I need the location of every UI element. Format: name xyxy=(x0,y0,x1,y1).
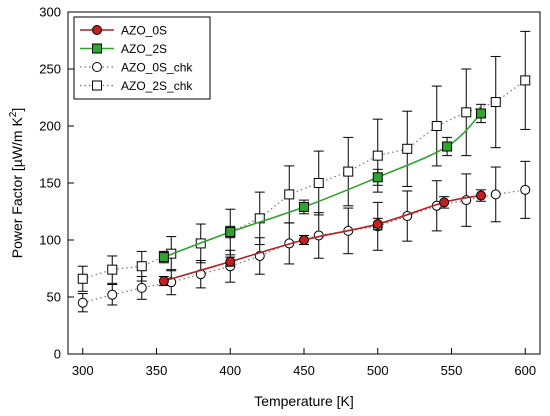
x-axis-label: Temperature [K] xyxy=(254,393,354,409)
x-tick-label-400: 400 xyxy=(219,363,241,378)
y-tick-label-300: 300 xyxy=(39,5,61,20)
data-point xyxy=(299,235,309,245)
data-point xyxy=(225,227,236,238)
legend-item-AZO_2S_chk: AZO_2S_chk xyxy=(80,79,193,93)
x-tick-label-300: 300 xyxy=(72,363,94,378)
y-tick-label-100: 100 xyxy=(39,233,61,248)
y-tick-label-250: 250 xyxy=(39,62,61,77)
y-axis-label: Power Factor [µW/m K2] xyxy=(8,108,25,259)
data-point xyxy=(284,189,295,200)
data-point xyxy=(439,197,450,208)
data-point xyxy=(299,201,309,212)
x-tick-label-450: 450 xyxy=(293,363,315,378)
legend-label: AZO_0S_chk xyxy=(121,61,193,75)
legend-label: AZO_2S xyxy=(121,42,167,56)
legend-item-AZO_0S: AZO_0S xyxy=(80,24,167,38)
legend-item-AZO_0S_chk: AZO_0S_chk xyxy=(80,61,193,75)
y-tick-label-0: 0 xyxy=(54,347,61,362)
data-point xyxy=(77,297,88,308)
data-point xyxy=(225,256,236,267)
y-axis-label-main: Power Factor [µW/m K xyxy=(9,117,25,259)
data-point xyxy=(158,276,169,287)
x-tick-label-550: 550 xyxy=(441,363,463,378)
data-point xyxy=(372,219,383,230)
legend-label: AZO_2S_chk xyxy=(121,79,193,93)
data-point xyxy=(107,264,118,275)
y-tick-label-150: 150 xyxy=(39,176,61,191)
data-point xyxy=(107,289,118,300)
y-tick-label-200: 200 xyxy=(39,119,61,134)
data-point xyxy=(442,141,453,152)
data-point xyxy=(490,97,501,108)
data-point xyxy=(136,282,147,293)
series-AZO_2S_chk xyxy=(77,30,531,292)
data-point xyxy=(372,172,383,183)
x-tick-label-600: 600 xyxy=(514,363,536,378)
y-axis-label-superscript: 2 xyxy=(8,111,19,117)
data-point xyxy=(402,143,413,154)
data-point xyxy=(158,252,169,263)
data-point xyxy=(343,166,354,177)
legend-marker xyxy=(92,25,102,35)
y-axis-label-close: ] xyxy=(9,108,25,112)
y-tick-label-50: 50 xyxy=(47,290,61,305)
legend-marker xyxy=(92,43,102,54)
data-point xyxy=(490,189,501,200)
x-tick-label-350: 350 xyxy=(146,363,168,378)
data-point xyxy=(476,108,486,119)
data-point xyxy=(476,190,486,201)
data-point xyxy=(372,150,383,161)
series-AZO_0S xyxy=(158,189,486,287)
data-point xyxy=(431,121,442,131)
x-tick-label-500: 500 xyxy=(367,363,389,378)
data-point xyxy=(520,75,531,86)
series-line-AZO_2S_chk xyxy=(82,79,526,280)
data-point xyxy=(77,273,88,284)
legend-marker xyxy=(92,80,102,91)
legend-marker xyxy=(92,62,102,72)
series-AZO_2S xyxy=(158,103,486,264)
data-point xyxy=(520,184,531,195)
legend-label: AZO_0S xyxy=(121,24,167,38)
legend: AZO_0S AZO_2S AZO_0S_chk AZO_2S_chk xyxy=(73,16,211,100)
data-point xyxy=(136,261,147,272)
data-point xyxy=(313,178,324,188)
legend-item-AZO_2S: AZO_2S xyxy=(80,42,167,56)
data-point xyxy=(461,107,472,118)
